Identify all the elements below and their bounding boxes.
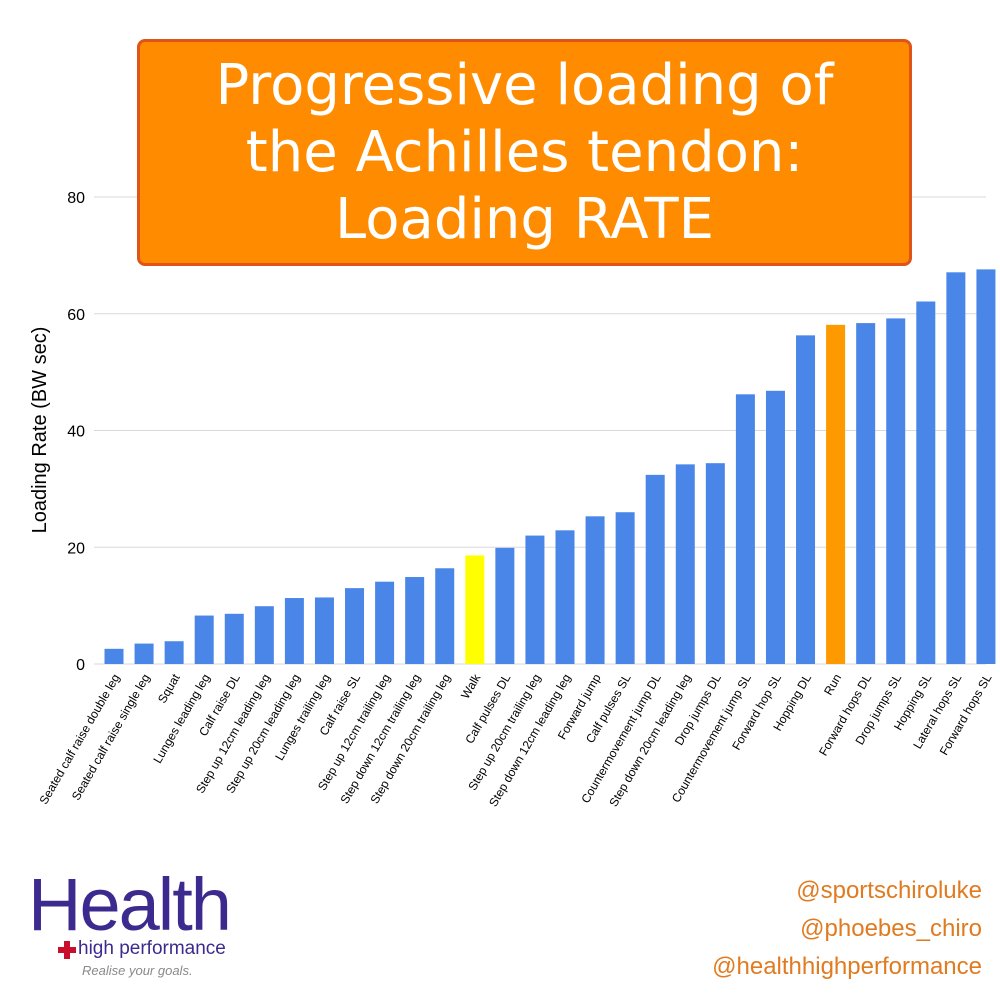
y-tick-labels: 0 20 40 60 80: [67, 190, 85, 674]
y-tick-label: 0: [76, 657, 85, 674]
y-tick-label: 60: [67, 307, 85, 324]
y-axis-label: Loading Rate (BW sec): [29, 327, 51, 534]
bar: [735, 394, 755, 664]
handle-sportschiroluke: @sportschiroluke: [796, 877, 982, 904]
handle-phoebes-chiro: @phoebes_chiro: [800, 915, 982, 942]
bar: [585, 516, 605, 664]
bar: [765, 390, 785, 664]
bar: [254, 606, 274, 664]
bar: [465, 555, 485, 664]
social-handles: @sportschiroluke @phoebes_chiro @healthh…: [712, 872, 982, 986]
logo-subtitle: high performance: [78, 938, 226, 959]
logo-tagline: Realise your goals.: [82, 963, 193, 978]
y-tick-label: 40: [67, 424, 85, 441]
title-line-2: the Achilles tendon:: [245, 120, 804, 185]
logo-wordmark: Health: [28, 863, 232, 946]
bar: [104, 648, 124, 664]
x-tick-label: Walk: [458, 671, 484, 702]
bar: [495, 547, 515, 664]
bar: [705, 463, 725, 664]
bar: [856, 323, 876, 664]
title-line-1: Progressive loading of: [215, 53, 834, 118]
bar: [194, 615, 214, 664]
bar: [555, 530, 575, 664]
bar: [886, 318, 906, 664]
bar: [284, 598, 304, 664]
bar: [796, 335, 816, 664]
bar: [435, 568, 455, 664]
bar: [525, 535, 545, 664]
bar: [645, 474, 665, 664]
bars: [104, 269, 996, 664]
handle-healthhighperformance: @healthhighperformance: [712, 953, 982, 980]
bar: [224, 613, 244, 664]
bar: [976, 269, 996, 664]
bar: [314, 597, 334, 664]
bar: [675, 464, 695, 664]
bar: [375, 581, 395, 664]
y-tick-label: 20: [67, 540, 85, 557]
y-tick-label: 80: [67, 190, 85, 207]
health-high-performance-logo: Health high performance Realise your goa…: [28, 868, 288, 988]
x-tick-label: Squat: [155, 671, 183, 706]
bar: [826, 324, 846, 664]
bar: [916, 301, 936, 664]
x-tick-label: Run: [821, 672, 844, 698]
title-banner: Progressive loading of the Achilles tend…: [137, 39, 912, 266]
bar: [946, 272, 966, 664]
bar: [164, 641, 184, 664]
plus-icon: [58, 941, 76, 959]
bar: [345, 588, 365, 664]
title-line-3: Loading RATE: [335, 187, 714, 252]
bar: [615, 512, 635, 664]
bar: [134, 643, 154, 664]
bar: [405, 577, 425, 664]
